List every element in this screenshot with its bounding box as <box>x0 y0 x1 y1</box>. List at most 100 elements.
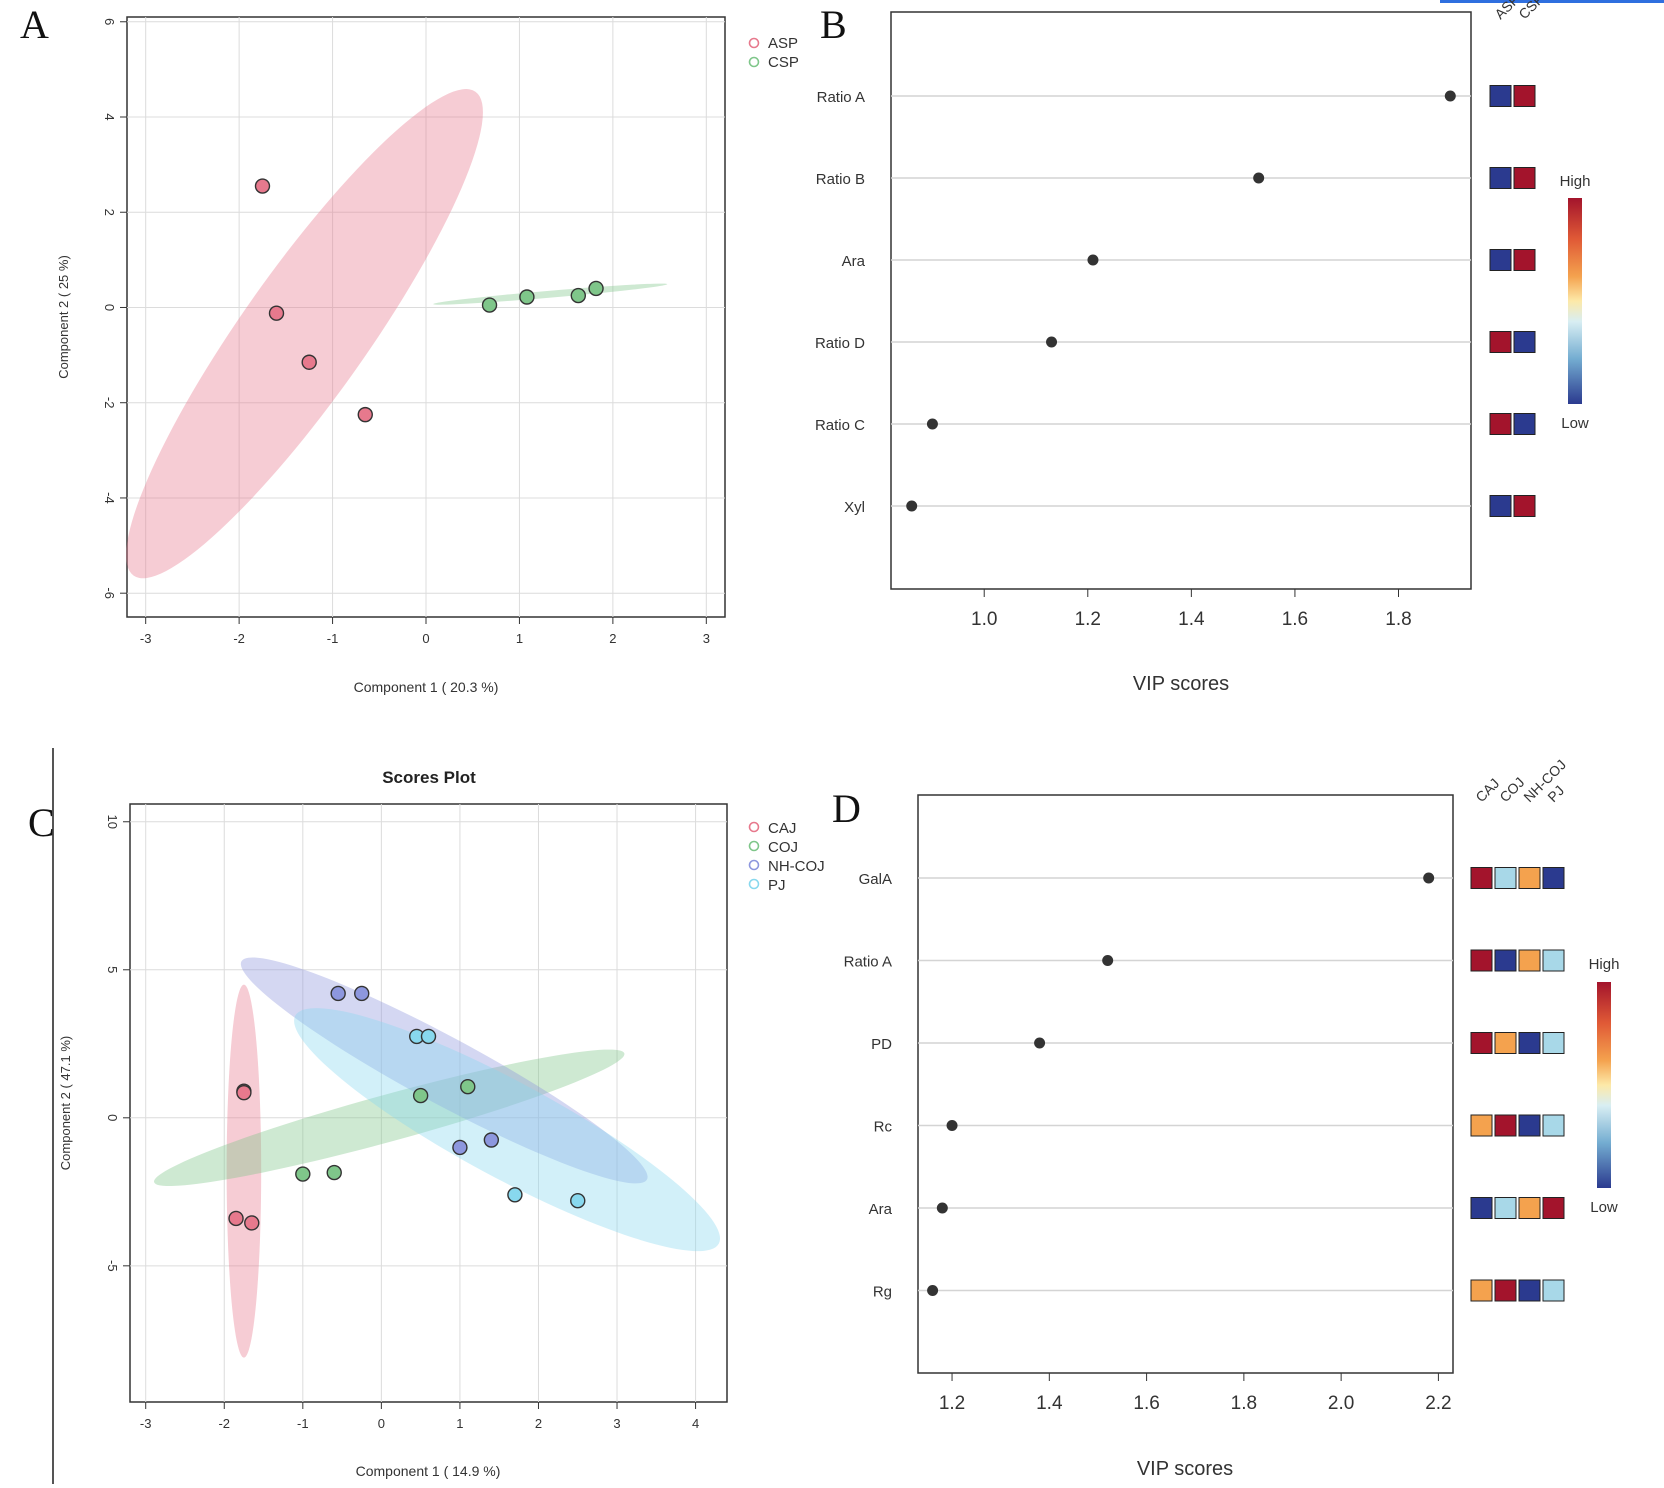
point-csp-4 <box>588 280 604 297</box>
feature-label-rg: Rg <box>873 1284 892 1301</box>
panel-b-x-axis-label: VIP scores <box>1133 673 1229 695</box>
panel-b-frame <box>890 11 1472 590</box>
panel-a-x-axis-label: Component 1 ( 20.3 %) <box>354 679 499 695</box>
y-tick-label-4: 4 <box>102 113 117 120</box>
point-nh-coj-1 <box>330 985 346 1002</box>
heat-cell-rc-pj <box>1542 1114 1565 1137</box>
panel-d-colorbar-low: Low <box>1590 1199 1618 1216</box>
heat-cell-pd-nh-coj <box>1518 1032 1541 1054</box>
point-nh-coj-2 <box>354 985 370 1002</box>
point-asp-3 <box>301 354 317 370</box>
x-tick-label-2-2: 2.2 <box>1425 1393 1451 1414</box>
point-asp-1 <box>254 178 271 194</box>
ellipse-asp <box>126 89 483 579</box>
panel-a-points <box>254 178 604 423</box>
panel-b-rows: Ratio A Ratio B Ara Ratio D Ratio C Xyl <box>815 85 1536 517</box>
vip-dot-ratio-a <box>1102 955 1114 966</box>
x-tick-label-0: 0 <box>378 1416 385 1431</box>
point-asp-4 <box>357 406 373 423</box>
heat-cell-ara-pj <box>1542 1197 1565 1219</box>
x-tick-label-0: 0 <box>422 631 429 646</box>
ellipse-csp <box>433 283 668 305</box>
x-tick-label-1-6: 1.6 <box>1282 609 1308 630</box>
x-tick-label-1-8: 1.8 <box>1231 1393 1257 1414</box>
legend-marker-nh-coj <box>748 859 760 871</box>
panel-b-colorbar-low: Low <box>1561 415 1589 432</box>
feature-label-gala: GalA <box>859 871 892 888</box>
panel-c-legend: CAJ COJ NH-COJ PJ <box>748 820 825 894</box>
vip-dot-ratio-a <box>1444 90 1456 102</box>
legend-marker-csp <box>748 56 760 68</box>
x-tick-label-2: 2 <box>609 631 616 646</box>
heat-cell-pd-pj <box>1542 1032 1565 1054</box>
panel-a-scores-plot: -3 -2 -1 0 1 2 3 -6 -4 -2 0 2 4 6 Component 1 ( 20.3… <box>56 16 799 695</box>
heat-cell-rg-nh-coj <box>1518 1279 1541 1302</box>
heat-cell-pd-caj <box>1470 1032 1493 1054</box>
vip-dot-ratio-c <box>926 418 938 430</box>
heat-cell-gala-caj <box>1470 867 1493 889</box>
vip-dot-rc <box>946 1120 958 1131</box>
point-caj-2 <box>236 1084 252 1101</box>
x-tick-label-1: -1 <box>327 631 339 646</box>
feature-label-ara: Ara <box>842 253 866 270</box>
legend-label-caj: CAJ <box>768 820 796 837</box>
heat-cell-ratio-a-coj <box>1494 949 1517 972</box>
x-tick-label-3: 3 <box>613 1416 620 1431</box>
legend-marker-caj <box>748 821 760 833</box>
panel-c-title: Scores Plot <box>382 768 476 787</box>
panel-a-grid <box>127 17 725 617</box>
x-tick-label-2: 2 <box>535 1416 542 1431</box>
group-header-caj: CAJ <box>1472 775 1502 805</box>
y-tick-label-2: 2 <box>102 209 117 216</box>
panel-d-x-ticks: 1.2 1.4 1.6 1.8 2.0 2.2 <box>939 1373 1452 1414</box>
feature-label-ratio-b: Ratio B <box>816 171 865 188</box>
heat-cell-ratio-a-pj <box>1542 949 1565 972</box>
heat-cell-ara-caj <box>1470 1197 1493 1219</box>
ellipse-nh-coj <box>240 957 648 1184</box>
legend-label-nh-coj: NH-COJ <box>768 858 825 875</box>
y-tick-label-6: 6 <box>102 18 117 25</box>
x-tick-label-1-8: 1.8 <box>1385 609 1411 630</box>
heat-cell-ratio-d-csp <box>1513 331 1536 353</box>
y-tick-label-0: 0 <box>102 304 117 311</box>
heat-cell-ratio-a-nh-coj <box>1518 949 1541 972</box>
y-tick-label-6: -6 <box>102 587 117 599</box>
vip-dot-ara <box>936 1202 948 1214</box>
panel-c-x-axis-label: Component 1 ( 14.9 %) <box>356 1463 501 1479</box>
legend-marker-pj <box>748 878 760 890</box>
point-pj-2 <box>420 1028 437 1045</box>
y-tick-label-4: -4 <box>102 492 117 504</box>
point-csp-2 <box>519 289 535 305</box>
feature-label-ara: Ara <box>869 1201 893 1218</box>
heat-cell-rg-pj <box>1542 1279 1565 1302</box>
panel-c-frame <box>129 803 728 1403</box>
ellipse-caj <box>226 984 262 1358</box>
y-tick-label-2: -2 <box>102 397 117 409</box>
ellipse-coj <box>154 1049 625 1187</box>
panel-a-ellipses <box>126 89 668 579</box>
x-tick-label-1-4: 1.4 <box>1178 609 1205 630</box>
legend-marker-asp <box>748 37 760 49</box>
panel-label-d: D <box>832 786 861 831</box>
heat-cell-ratio-a-csp <box>1513 85 1536 107</box>
point-caj-3 <box>228 1210 244 1227</box>
vip-dot-gala <box>1423 872 1435 884</box>
x-tick-label-2: -2 <box>233 631 245 646</box>
point-asp-2 <box>268 305 285 321</box>
legend-label-coj: COJ <box>768 839 798 856</box>
heat-cell-ratio-b-asp <box>1489 167 1512 189</box>
heat-cell-rc-coj <box>1494 1114 1517 1137</box>
feature-label-xyl: Xyl <box>844 499 865 516</box>
panel-d-frame <box>917 794 1454 1374</box>
panel-b-colorbar-gradient <box>1568 198 1582 404</box>
point-csp-3 <box>570 287 587 304</box>
vip-dot-rg <box>927 1285 939 1296</box>
y-tick-label-5: -5 <box>105 1260 120 1272</box>
heat-cell-xyl-csp <box>1513 495 1536 517</box>
heat-cell-gala-nh-coj <box>1518 867 1541 889</box>
panel-c-grid <box>130 804 727 1402</box>
x-tick-label-3: 3 <box>703 631 710 646</box>
